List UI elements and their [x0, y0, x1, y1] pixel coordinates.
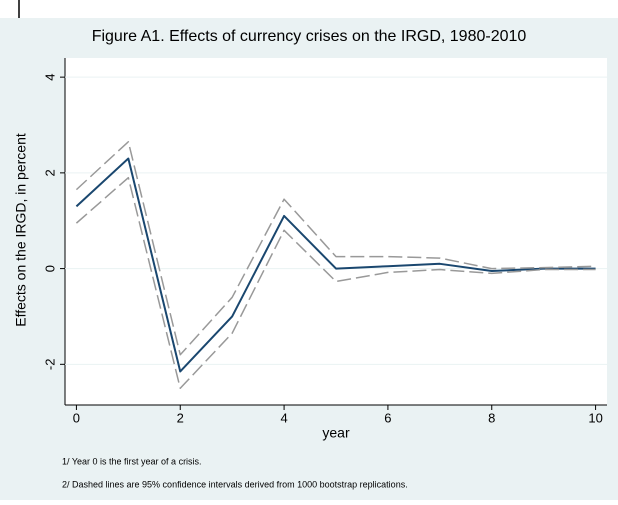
y-tick-label: -2	[42, 359, 57, 371]
y-tick-label: 2	[42, 169, 57, 176]
x-tick-label: 4	[280, 410, 287, 425]
x-tick-label: 0	[73, 410, 80, 425]
x-tick-label: 2	[177, 410, 184, 425]
chart-title: Figure A1. Effects of currency crises on…	[92, 28, 527, 45]
y-tick-label: 4	[42, 74, 57, 81]
x-tick-label: 6	[384, 410, 391, 425]
note: 2/ Dashed lines are 95% confidence inter…	[62, 479, 408, 489]
ci-line	[75, 141, 596, 356]
y-tick-label: 0	[42, 265, 57, 272]
x-tick-label: 8	[488, 410, 495, 425]
x-axis-label: year	[322, 425, 350, 441]
note: 1/ Year 0 is the first year of a crisis.	[62, 456, 202, 466]
plot-area	[65, 58, 607, 405]
estimate-line	[75, 157, 596, 373]
x-tick-label: 10	[588, 410, 602, 425]
ci-line	[75, 176, 596, 389]
y-axis-label: Effects on the IRGD, in percent	[13, 133, 29, 327]
